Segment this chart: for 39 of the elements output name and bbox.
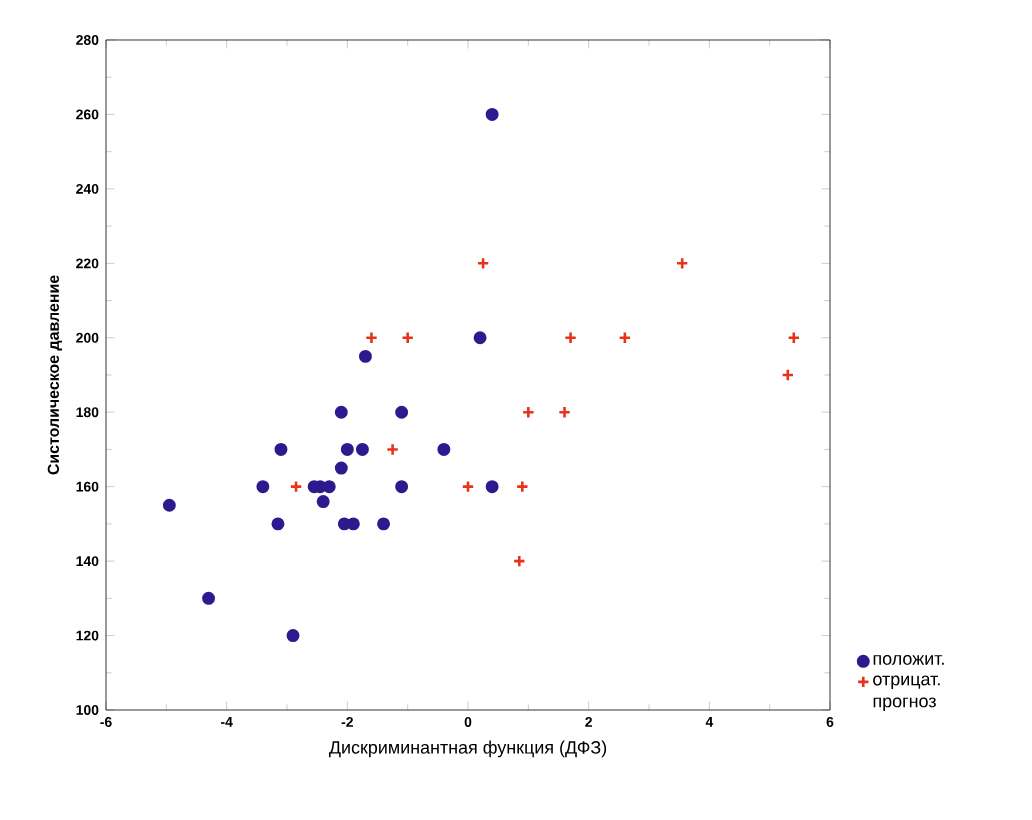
point xyxy=(437,442,451,456)
point xyxy=(162,498,176,512)
point xyxy=(558,405,572,419)
point xyxy=(340,442,354,456)
point xyxy=(334,405,348,419)
point xyxy=(521,405,535,419)
point xyxy=(401,331,415,345)
point xyxy=(395,480,409,494)
point xyxy=(322,480,336,494)
point xyxy=(787,331,801,345)
point xyxy=(386,442,400,456)
point xyxy=(485,107,499,121)
point xyxy=(377,517,391,531)
point xyxy=(364,331,378,345)
point xyxy=(316,495,330,509)
point xyxy=(334,461,348,475)
point xyxy=(473,331,487,345)
point xyxy=(271,517,285,531)
point xyxy=(485,480,499,494)
point xyxy=(256,480,270,494)
point xyxy=(202,591,216,605)
legend-label: отрицат. прогноз xyxy=(873,675,940,711)
point xyxy=(618,331,632,345)
point xyxy=(564,331,578,345)
point xyxy=(675,256,689,270)
point xyxy=(355,442,369,456)
point xyxy=(781,368,795,382)
point xyxy=(461,480,475,494)
point xyxy=(274,442,288,456)
point xyxy=(358,349,372,363)
x-axis-title: Дискриминантная функция (ДФЗ) xyxy=(328,740,607,758)
point xyxy=(289,480,303,494)
point xyxy=(515,480,529,494)
legend-label: положит. xyxy=(873,654,944,665)
point xyxy=(476,256,490,270)
point xyxy=(346,517,360,531)
point xyxy=(512,554,526,568)
point xyxy=(286,629,300,643)
point xyxy=(395,405,409,419)
